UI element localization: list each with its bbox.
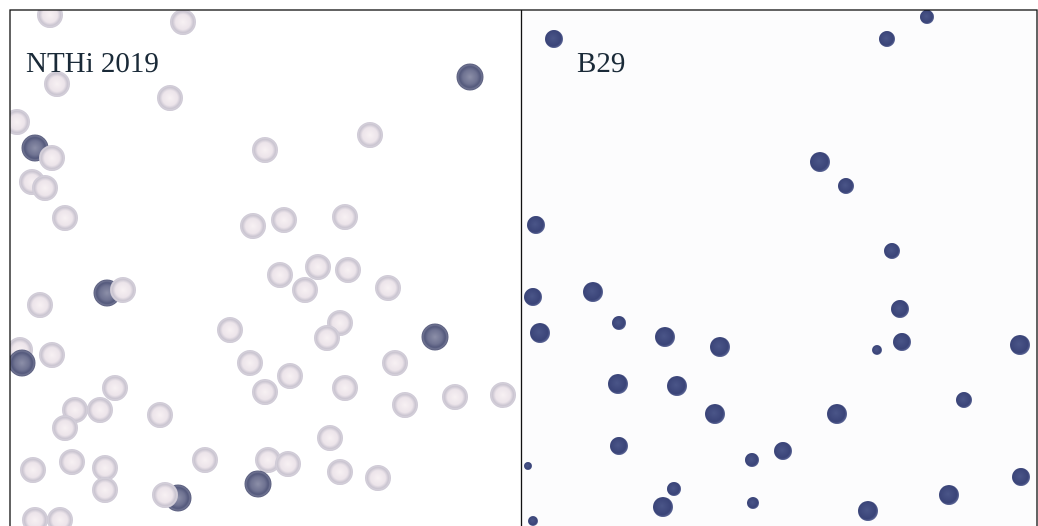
cell — [524, 288, 542, 306]
cell — [1010, 335, 1030, 355]
cell — [278, 364, 303, 389]
cell — [93, 456, 118, 481]
cell — [608, 374, 628, 394]
cell — [153, 483, 178, 508]
cell — [103, 376, 128, 401]
cell — [193, 448, 218, 473]
cell — [253, 380, 278, 405]
cell — [253, 138, 278, 163]
cell — [393, 393, 418, 418]
cell — [306, 255, 331, 280]
cell — [218, 318, 243, 343]
cell — [9, 350, 35, 376]
cell — [276, 452, 301, 477]
cell — [530, 323, 550, 343]
cell — [60, 450, 85, 475]
cell — [528, 516, 538, 526]
cell — [111, 278, 136, 303]
cell — [272, 208, 297, 233]
cell — [457, 64, 483, 90]
cell — [315, 326, 340, 351]
cell — [40, 146, 65, 171]
cell — [612, 316, 626, 330]
cell — [610, 437, 628, 455]
cell — [40, 343, 65, 368]
cell — [939, 485, 959, 505]
cell — [53, 206, 78, 231]
cell — [5, 110, 30, 135]
cell — [383, 351, 408, 376]
cell — [956, 392, 972, 408]
cell — [318, 426, 343, 451]
cell — [810, 152, 830, 172]
cell — [747, 497, 759, 509]
cell — [655, 327, 675, 347]
cell — [333, 205, 358, 230]
cell — [774, 442, 792, 460]
cell — [38, 3, 63, 28]
cell — [872, 345, 882, 355]
cell — [268, 263, 293, 288]
cell — [21, 458, 46, 483]
cell — [328, 460, 353, 485]
cell — [891, 300, 909, 318]
cell — [238, 351, 263, 376]
cell — [53, 416, 78, 441]
cell — [705, 404, 725, 424]
cell — [583, 282, 603, 302]
cell — [158, 86, 183, 111]
cell — [241, 214, 266, 239]
cell — [667, 376, 687, 396]
cell — [745, 453, 759, 467]
cell — [336, 258, 361, 283]
cell — [33, 176, 58, 201]
cell — [858, 501, 878, 521]
micrograph-figure: NTHi 2019 B29 — [0, 0, 1038, 526]
cell — [524, 462, 532, 470]
cell — [333, 376, 358, 401]
cell — [920, 10, 934, 24]
cell — [245, 471, 271, 497]
cell — [667, 482, 681, 496]
cell — [879, 31, 895, 47]
cell — [893, 333, 911, 351]
cell — [527, 216, 545, 234]
cell — [88, 398, 113, 423]
cell — [884, 243, 900, 259]
cell — [93, 478, 118, 503]
cell — [171, 10, 196, 35]
panel-label: NTHi 2019 — [26, 47, 159, 79]
cell — [443, 385, 468, 410]
cell — [376, 276, 401, 301]
cell — [838, 178, 854, 194]
panel-label: B29 — [577, 47, 625, 79]
cell — [827, 404, 847, 424]
cell — [710, 337, 730, 357]
page: NTHi 2019 B29 (() => { const data = JSON… — [0, 0, 1038, 526]
cell — [1012, 468, 1030, 486]
cell — [422, 324, 448, 350]
cell — [28, 293, 53, 318]
cell — [358, 123, 383, 148]
cell — [293, 278, 318, 303]
cell — [148, 403, 173, 428]
cell — [366, 466, 391, 491]
cell — [653, 497, 673, 517]
cell — [491, 383, 516, 408]
cell — [545, 30, 563, 48]
